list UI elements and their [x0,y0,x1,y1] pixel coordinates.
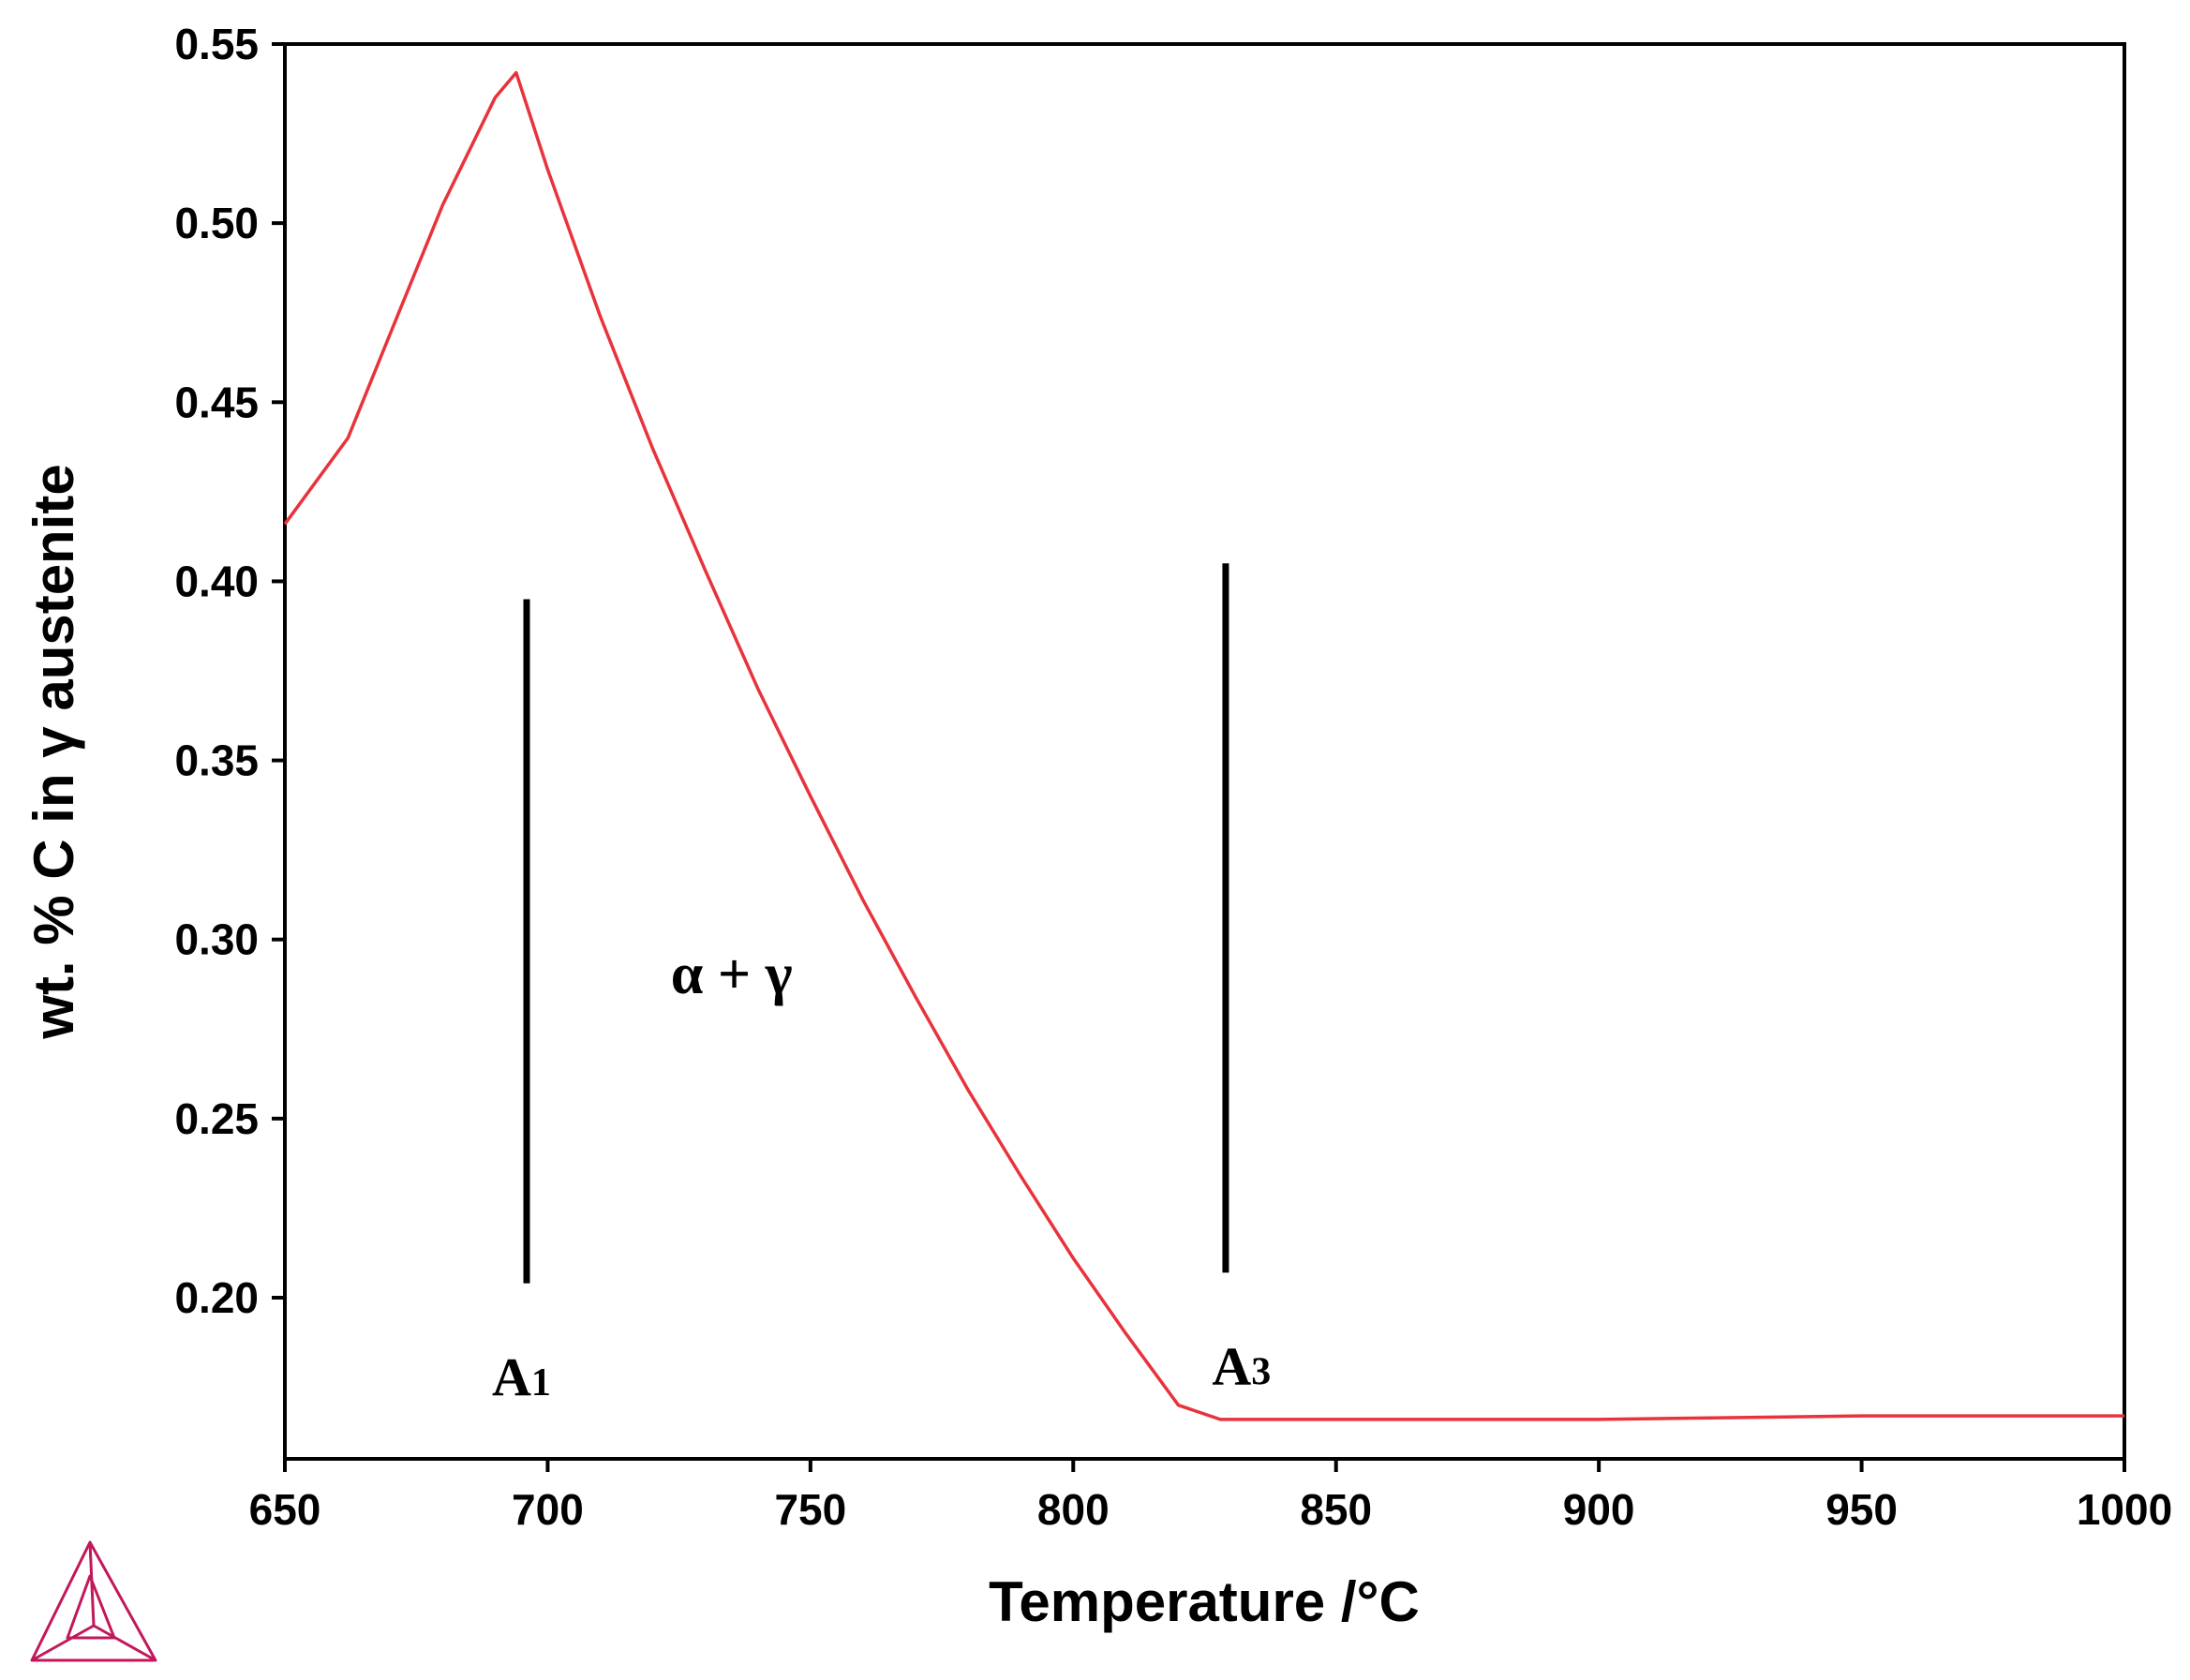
y-axis: 0.20 0.25 0.30 0.35 0.40 0.45 0.50 0.55 [174,20,285,1322]
annotation-subscript-a1: 1 [531,1361,551,1405]
x-axis: 650 700 750 800 850 900 950 1000 [249,1459,2172,1534]
x-tick-label: 650 [249,1485,321,1534]
thermo-calc-triangle-logo [30,1540,157,1662]
x-tick-label: 750 [774,1485,846,1534]
y-tick-label: 0.55 [174,20,259,68]
y-tick-label: 0.45 [174,378,259,426]
x-tick-label: 800 [1037,1485,1110,1534]
plot-frame [283,42,2126,1461]
y-tick-label: 0.50 [174,199,259,247]
series-line [283,70,2124,1421]
annotation-label-a1: A1 [492,1346,551,1407]
x-axis-title: Temperature /°C [989,1570,1420,1633]
series-layer [283,70,2124,1421]
y-tick-label: 0.25 [174,1094,259,1143]
y-tick-label: 0.35 [174,736,259,785]
y-tick-label: 0.20 [174,1273,259,1322]
annotation-layer: A1 A3 α + γ [492,563,1271,1407]
x-tick-label: 950 [1825,1485,1898,1534]
x-tick-label: 700 [512,1485,584,1534]
x-tick-label: 1000 [2077,1485,2172,1534]
x-tick-label: 850 [1300,1485,1372,1534]
y-tick-label: 0.30 [174,915,259,964]
x-tick-label: 900 [1563,1485,1635,1534]
annotation-label-phase: α + γ [671,943,793,1006]
annotation-subscript-a3: 3 [1251,1351,1271,1394]
y-axis-title: wt. % C in γ austenite [22,464,85,1039]
annotation-label-a3: A3 [1212,1336,1271,1397]
y-tick-label: 0.40 [174,557,259,605]
